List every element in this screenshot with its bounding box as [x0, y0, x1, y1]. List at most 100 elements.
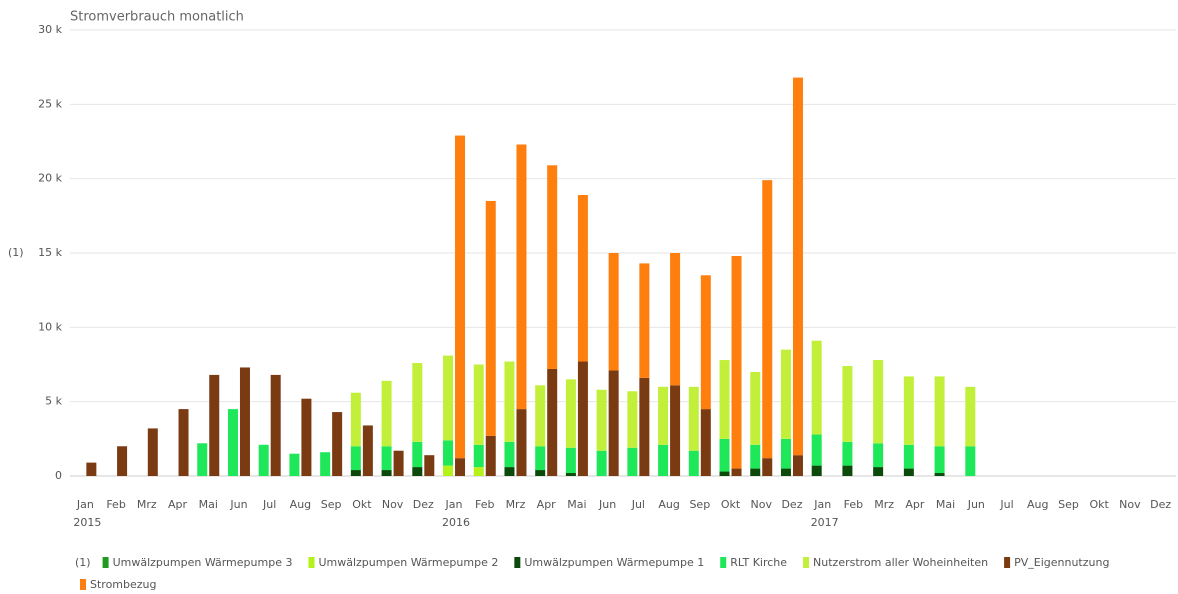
bar-segment	[577, 195, 588, 362]
chart-title: Stromverbrauch monatlich	[70, 10, 244, 25]
x-tick-label: Feb	[106, 498, 125, 511]
x-tick-label: Sep	[689, 498, 710, 511]
x-tick-label: Mrz	[874, 498, 894, 511]
bar-segment	[178, 409, 189, 476]
bar-segment	[443, 355, 454, 441]
legend-item[interactable]: Umwälzpumpen Wärmepumpe 3	[102, 556, 293, 569]
y-axis-label: (1)	[8, 246, 24, 259]
legend-item[interactable]: Umwälzpumpen Wärmepumpe 1	[514, 556, 704, 569]
x-tick-label: Okt	[1090, 498, 1110, 511]
year-label: 2017	[811, 516, 839, 529]
y-tick-label: 25 k	[38, 97, 62, 110]
x-tick-label: Jan	[76, 498, 94, 511]
x-tick-label: Dez	[413, 498, 434, 511]
x-tick-label: Dez	[1150, 498, 1171, 511]
year-label: 2015	[73, 516, 101, 529]
bar-segment	[443, 465, 454, 476]
bar-segment	[86, 462, 97, 476]
bar-segment	[627, 391, 638, 448]
bar-segment	[670, 253, 681, 386]
bar-segment	[731, 468, 742, 476]
bar-segment	[658, 386, 669, 445]
bar-segment	[762, 458, 773, 476]
legend-item[interactable]: RLT Kirche	[720, 556, 787, 569]
bar-segment	[412, 441, 423, 468]
legend-label: Nutzerstrom aller Woheinheiten	[813, 556, 988, 569]
bar-segment	[535, 446, 546, 471]
bar-segment	[965, 446, 976, 476]
bar-segment	[516, 144, 527, 410]
x-tick-label: Jul	[631, 498, 645, 511]
x-tick-label: Sep	[321, 498, 342, 511]
legend-prefix: (1)	[75, 556, 91, 569]
x-tick-label: Mai	[567, 498, 586, 511]
bar-segment	[780, 349, 791, 439]
bar-segment	[934, 473, 945, 476]
legend-swatch	[1004, 557, 1011, 568]
bar-segment	[750, 371, 761, 445]
legend-swatch	[803, 557, 810, 568]
bar-segment	[209, 374, 220, 476]
bar-segment	[320, 452, 331, 476]
bar-segment	[504, 467, 515, 476]
bar-segment	[424, 455, 435, 476]
bar-segment	[608, 370, 619, 476]
x-tick-label: Jun	[598, 498, 616, 511]
legend-item[interactable]: Strombezug	[80, 578, 157, 591]
bar-segment	[719, 360, 730, 439]
x-tick-label: Jan	[813, 498, 831, 511]
x-tick-label: Mai	[199, 498, 218, 511]
legend-label: Umwälzpumpen Wärmepumpe 2	[318, 556, 498, 569]
legend-label: Umwälzpumpen Wärmepumpe 3	[113, 556, 293, 569]
x-tick-label: Jun	[229, 498, 247, 511]
x-tick-label: Dez	[781, 498, 802, 511]
bar-segment	[473, 467, 484, 476]
bar-segment	[934, 446, 945, 474]
bar-segment	[792, 77, 803, 456]
bar-segment	[239, 367, 250, 476]
bar-segment	[258, 444, 269, 476]
x-tick-label: Nov	[1119, 498, 1141, 511]
bar-segment	[393, 450, 404, 476]
bar-segment	[700, 275, 711, 410]
bar-segment	[750, 444, 761, 469]
bar-segment	[350, 470, 361, 476]
x-tick-label: Okt	[721, 498, 741, 511]
bar-segment	[455, 135, 466, 459]
bar-segment	[547, 368, 558, 476]
legend-label: PV_Eigennutzung	[1014, 556, 1109, 569]
bar-segment	[565, 473, 576, 476]
x-tick-label: Mrz	[506, 498, 526, 511]
bar-segment	[547, 165, 558, 369]
legend-item[interactable]: Umwälzpumpen Wärmepumpe 2	[308, 556, 498, 569]
bar-segment	[565, 379, 576, 448]
x-tick-label: Aug	[290, 498, 311, 511]
bar-segment	[792, 455, 803, 476]
legend-label: Strombezug	[90, 578, 157, 591]
bar-segment	[197, 443, 208, 476]
bar-segment	[639, 263, 650, 378]
x-tick-label: Jul	[999, 498, 1013, 511]
bar-segment	[504, 361, 515, 442]
bar-segment	[700, 409, 711, 476]
bar-segment	[117, 446, 128, 476]
x-tick-label: Nov	[751, 498, 773, 511]
legend-swatch	[308, 557, 315, 568]
bar-segment	[780, 468, 791, 476]
year-label: 2016	[442, 516, 470, 529]
bar-segment	[381, 470, 392, 476]
bar-segment	[934, 376, 945, 447]
y-tick-label: 15 k	[38, 246, 62, 259]
x-tick-label: Aug	[658, 498, 679, 511]
bar-segment	[811, 340, 822, 435]
bar-segment	[811, 465, 822, 476]
legend-item[interactable]: PV_Eigennutzung	[1004, 556, 1109, 569]
legend-item[interactable]: Nutzerstrom aller Woheinheiten	[803, 556, 988, 569]
bar-segment	[596, 450, 607, 476]
bar-segment	[688, 386, 699, 451]
bar-segment	[639, 377, 650, 476]
bar-segment	[270, 374, 281, 476]
bar-segment	[147, 428, 158, 476]
bar-segment	[596, 389, 607, 451]
